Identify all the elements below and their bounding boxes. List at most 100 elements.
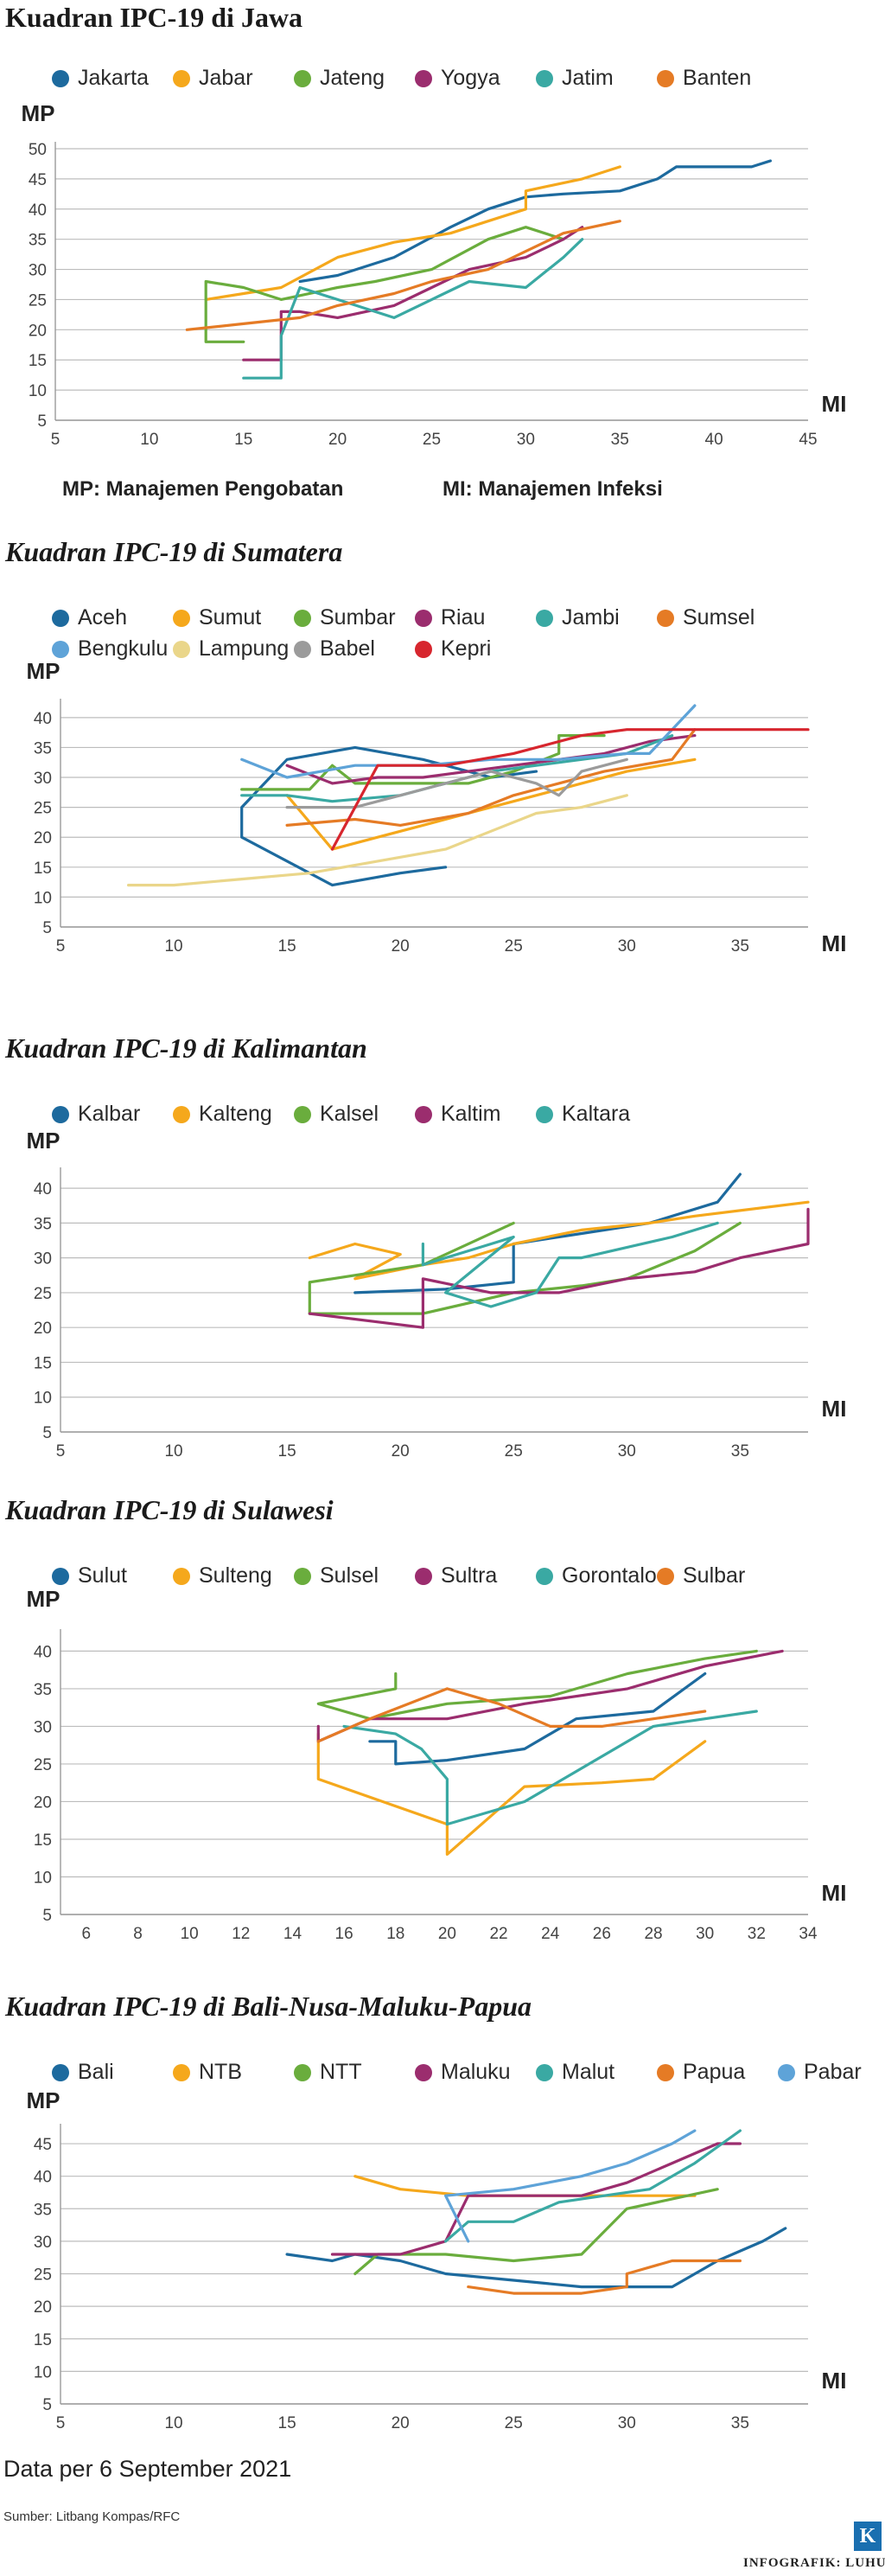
panel-sulawesi: Kuadran IPC-19 di Sulawesi Sulut Sulteng S… xyxy=(0,1494,885,1944)
panel-jawa: Kuadran IPC-19 di Jawa Jakarta Jabar Jaten… xyxy=(0,0,885,519)
y-tick-label: 30 xyxy=(34,2234,52,2252)
legend-item: Sulbar xyxy=(657,1563,745,1588)
series-line-sulbar xyxy=(316,1687,707,1743)
x-tick-label: 25 xyxy=(505,1442,523,1461)
legend-swatch xyxy=(173,69,190,87)
y-tick-label: 40 xyxy=(34,2169,52,2187)
y-tick-label: 20 xyxy=(34,2298,52,2317)
chart-title: Kuadran IPC-19 di Sulawesi xyxy=(5,1494,334,1525)
x-tick-label: 24 xyxy=(541,1925,560,1943)
data-date: Data per 6 September 2021 xyxy=(3,2456,292,2482)
series-line-kalsel xyxy=(308,1221,742,1315)
legend-swatch xyxy=(415,2063,432,2081)
source-note: Sumber: Litbang Kompas/RFC xyxy=(3,2509,181,2524)
legend-swatch xyxy=(536,1105,553,1123)
y-tick-label: 5 xyxy=(42,2396,52,2414)
x-tick-label: 25 xyxy=(505,937,523,956)
series-line-jakarta xyxy=(298,159,773,284)
y-tick-label: 40 xyxy=(29,201,47,220)
y-tick-label: 5 xyxy=(37,412,47,431)
series-line-sumsel xyxy=(285,728,697,827)
legend-item: Malut xyxy=(536,2060,614,2085)
legend-label: Gorontalo xyxy=(562,1563,657,1588)
legend-item: Jatim xyxy=(536,66,614,91)
x-tick-label: 5 xyxy=(56,937,66,956)
legend-swatch xyxy=(415,640,432,658)
series-line-banten xyxy=(185,220,621,331)
series-line-papua xyxy=(467,2259,742,2295)
series-line-bengkulu xyxy=(240,704,697,779)
y-tick-label: 30 xyxy=(29,262,47,280)
series-line-sulteng xyxy=(316,1732,707,1856)
chart-plot: 5 10 15 20 25 30 35 40 45 50 5 10 15 20 25 30 35 40 45 MP MI xyxy=(22,100,847,449)
legend-label: Kaltara xyxy=(562,1102,631,1126)
x-tick-label: 6 xyxy=(82,1925,92,1943)
legend-label: Kaltim xyxy=(441,1102,501,1126)
legend-item: Kaltara xyxy=(536,1102,630,1127)
legend-swatch xyxy=(173,609,190,627)
series-line-maluku xyxy=(330,2142,742,2256)
x-axis-label: MI xyxy=(822,2368,847,2394)
legend-swatch xyxy=(52,2063,69,2081)
legend-swatch xyxy=(536,609,553,627)
series-line-kepri xyxy=(330,728,810,851)
legend-item: NTB xyxy=(173,2060,242,2085)
legend-item: Jabar xyxy=(173,66,253,91)
y-tick-label: 10 xyxy=(34,1390,52,1408)
legend-swatch xyxy=(536,69,553,87)
legend-label: Sulsel xyxy=(320,1563,379,1588)
legend-label: Jabar xyxy=(199,66,253,90)
x-tick-label: 32 xyxy=(748,1925,766,1943)
x-axis-label: MI xyxy=(822,1880,847,1906)
legend-swatch xyxy=(415,1567,432,1585)
y-tick-label: 20 xyxy=(29,322,47,340)
legend-item: Kepri xyxy=(415,636,491,662)
legend-label: Riau xyxy=(441,605,486,630)
x-tick-label: 20 xyxy=(328,431,347,449)
legend-label: Kepri xyxy=(441,636,492,661)
y-tick-label: 10 xyxy=(34,2363,52,2381)
legend-item: Sumbar xyxy=(294,605,396,630)
y-tick-label: 30 xyxy=(34,770,52,788)
series-line-aceh xyxy=(240,745,538,887)
x-tick-label: 15 xyxy=(278,1442,296,1461)
legend-swatch xyxy=(415,69,432,87)
legend-swatch xyxy=(294,2063,311,2081)
y-tick-label: 5 xyxy=(42,1907,52,1925)
legend-item: Sulteng xyxy=(173,1563,272,1588)
series-line-yogya xyxy=(242,226,584,361)
y-tick-label: 25 xyxy=(34,2266,52,2285)
x-tick-label: 5 xyxy=(51,431,60,449)
legend-label: Yogya xyxy=(441,66,500,90)
y-tick-label: 45 xyxy=(29,171,47,189)
legend-item: Sultra xyxy=(415,1563,497,1588)
y-tick-label: 10 xyxy=(29,382,47,400)
x-tick-label: 20 xyxy=(392,2414,410,2432)
x-tick-label: 10 xyxy=(140,431,158,449)
x-tick-label: 40 xyxy=(705,431,723,449)
y-tick-label: 15 xyxy=(34,1354,52,1372)
y-tick-label: 15 xyxy=(34,1831,52,1850)
legend-label: Sumut xyxy=(199,605,262,630)
x-tick-label: 34 xyxy=(799,1925,818,1943)
y-tick-label: 40 xyxy=(34,1180,52,1199)
legend-item: Lampung xyxy=(173,636,289,662)
legend-label: Jateng xyxy=(320,66,385,90)
y-tick-label: 25 xyxy=(34,1756,52,1774)
y-tick-label: 10 xyxy=(34,1869,52,1887)
series-line-kalbar xyxy=(353,1173,742,1294)
legend-label: Sumbar xyxy=(320,605,396,630)
legend-label: Maluku xyxy=(441,2060,511,2084)
series-line-pabar xyxy=(443,2129,697,2243)
legend-item: Gorontalo xyxy=(536,1563,657,1588)
legend-item: Papua xyxy=(657,2060,745,2085)
legend-label: Bengkulu xyxy=(78,636,169,661)
y-tick-label: 10 xyxy=(34,889,52,907)
x-tick-label: 35 xyxy=(731,937,749,956)
y-tick-label: 35 xyxy=(29,232,47,250)
panel-kalimantan: Kuadran IPC-19 di Kalimantan Kalbar Kalte… xyxy=(0,1032,885,1491)
y-tick-label: 30 xyxy=(34,1718,52,1736)
series-line-riau xyxy=(285,734,697,785)
legend-label: Jakarta xyxy=(78,66,149,90)
series-line-babel xyxy=(285,757,628,809)
